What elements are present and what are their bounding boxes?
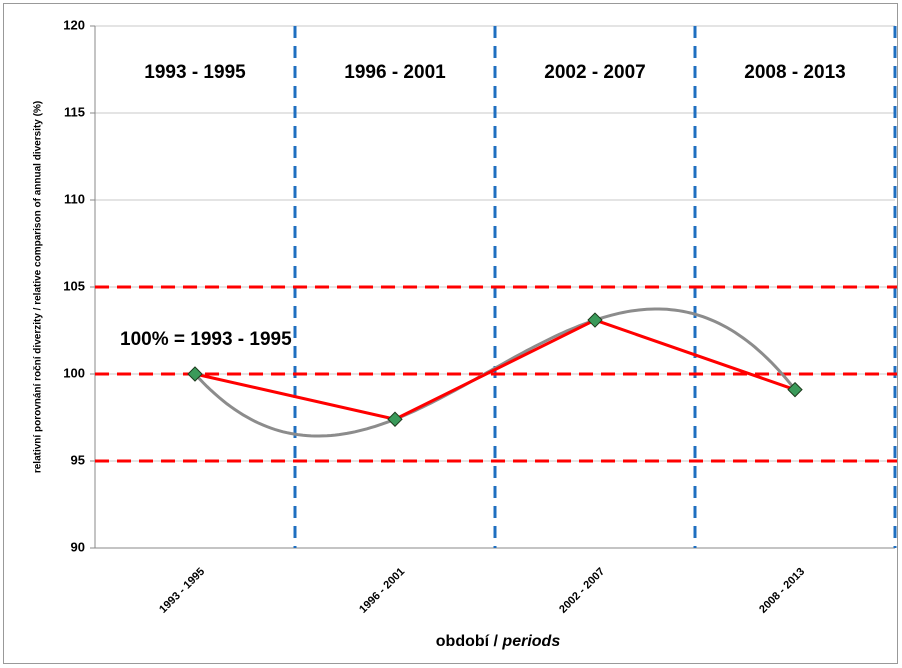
marker xyxy=(387,411,403,427)
period-header: 1993 - 1995 xyxy=(144,62,246,83)
annotation: 100% = 1993 - 1995 xyxy=(120,329,292,350)
period-header: 1996 - 2001 xyxy=(344,62,446,83)
period-header: 2002 - 2007 xyxy=(544,62,645,83)
y-tick-label: 115 xyxy=(64,104,85,119)
marker xyxy=(187,366,203,382)
x-axis-title-text: období / xyxy=(436,633,503,650)
y-tick-label: 105 xyxy=(63,278,85,293)
y-tick-label: 120 xyxy=(63,17,85,32)
y-tick-label: 90 xyxy=(71,539,85,554)
y-tick-label: 100 xyxy=(63,365,85,380)
x-axis-title-italic: periods xyxy=(501,633,560,650)
marker xyxy=(787,381,803,398)
marker xyxy=(587,312,603,328)
period-header: 2008 - 2013 xyxy=(744,62,845,83)
y-tick-label: 110 xyxy=(64,191,85,206)
series-line xyxy=(194,318,796,421)
y-axis-title: relativní porovnání roční diverzity / re… xyxy=(33,101,44,473)
x-axis-title: období / periods xyxy=(436,633,561,650)
y-tick-label: 95 xyxy=(71,452,85,467)
